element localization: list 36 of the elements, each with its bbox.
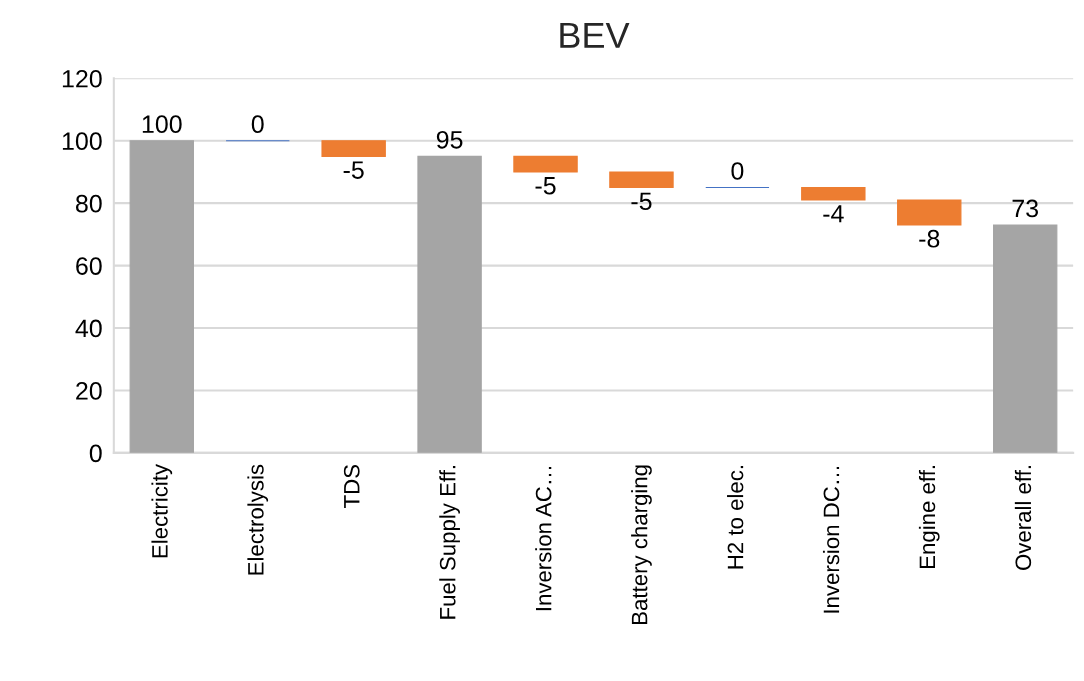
bar bbox=[417, 155, 482, 453]
y-tick-label: 0 bbox=[89, 444, 102, 463]
data-label: -5 bbox=[343, 161, 364, 179]
y-tick-label: 20 bbox=[76, 382, 102, 400]
x-tick-label: Inversion AC… bbox=[535, 466, 552, 611]
bar bbox=[801, 187, 866, 201]
chart-title: BEV bbox=[560, 22, 630, 48]
bar bbox=[992, 224, 1058, 453]
y-tick-label: 40 bbox=[75, 319, 102, 338]
data-label: -5 bbox=[535, 177, 556, 195]
x-tick-label: Electricity bbox=[151, 464, 173, 558]
data-label: 0 bbox=[251, 115, 264, 134]
x-tick-label: Electrolysis bbox=[247, 464, 269, 575]
y-tick-label: 80 bbox=[75, 194, 102, 213]
y-tick-label: 60 bbox=[76, 257, 102, 275]
bar bbox=[513, 155, 578, 173]
y-tick-label: 120 bbox=[62, 69, 102, 88]
bar bbox=[897, 199, 962, 226]
bar bbox=[129, 140, 195, 453]
x-tick-label: Overall eff. bbox=[1014, 466, 1032, 570]
data-label: -8 bbox=[919, 229, 940, 248]
x-tick-label: TDS bbox=[343, 465, 360, 508]
data-label: 73 bbox=[1012, 199, 1038, 218]
data-label: 95 bbox=[436, 130, 463, 149]
x-tick-label: Inversion DC… bbox=[822, 466, 840, 613]
data-label: -5 bbox=[631, 192, 652, 211]
bar bbox=[321, 140, 386, 157]
x-tick-label: Battery charging bbox=[631, 465, 652, 624]
x-tick-label: Fuel Supply Eff. bbox=[439, 466, 460, 619]
data-label: -4 bbox=[823, 205, 844, 223]
data-label: 0 bbox=[731, 162, 744, 180]
x-tick-label: H2 to elec. bbox=[727, 466, 744, 569]
bar bbox=[609, 171, 674, 189]
data-label: 100 bbox=[142, 115, 182, 134]
x-tick-label: Engine eff. bbox=[918, 466, 940, 569]
y-tick-label: 100 bbox=[62, 132, 102, 151]
